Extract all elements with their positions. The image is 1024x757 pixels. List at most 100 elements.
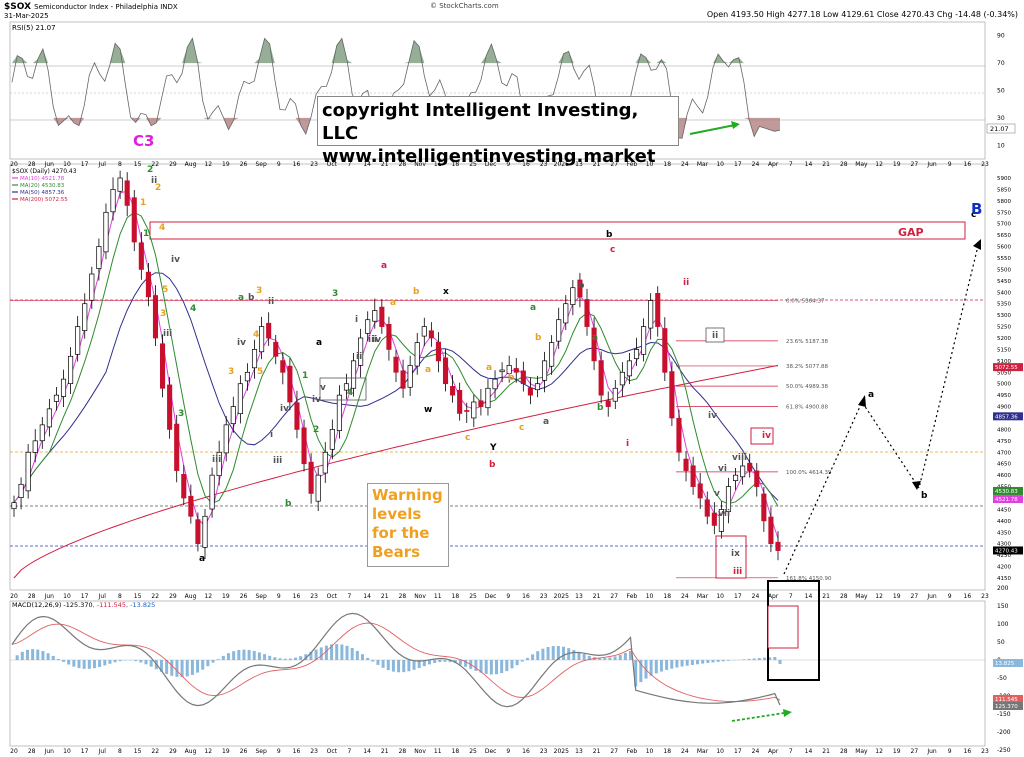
wave-label: v — [714, 489, 720, 499]
macd-hist-bar — [381, 660, 385, 668]
price-tick-label: 4200 — [997, 565, 1011, 571]
x-tick-label: 23 — [981, 748, 989, 755]
candle-body — [598, 360, 604, 396]
macd-hist-bar — [159, 660, 163, 672]
macd-hist-bar — [319, 647, 323, 660]
macd-hist-bar — [67, 660, 71, 665]
price-legend-title: $SOX (Daily) 4270.43 — [12, 168, 77, 175]
macd-hist-bar — [201, 660, 205, 670]
x-tick-label: 23 — [540, 748, 548, 755]
candle-body — [301, 427, 307, 465]
x-tick-label: 7 — [789, 161, 793, 168]
price-tick-label: 5250 — [997, 325, 1011, 331]
wave-label: w — [424, 405, 432, 415]
x-tick-label: 19 — [893, 161, 901, 168]
wave-label: b — [597, 403, 604, 413]
macd-value-tag-label: 125.370 — [995, 704, 1018, 710]
wave-label: c — [971, 210, 976, 220]
x-tick-label: 14 — [363, 593, 371, 600]
macd-hist-bar — [690, 660, 694, 665]
x-tick-label: 27 — [911, 748, 919, 755]
macd-hist-bar — [726, 660, 730, 661]
macd-hist-bar — [15, 655, 19, 660]
macd-hist-bar — [546, 646, 550, 660]
candle-body — [32, 440, 38, 453]
macd-hist-bar — [489, 660, 493, 675]
x-tick-label: 24 — [752, 161, 760, 168]
macd-hist-bar — [510, 660, 514, 669]
macd-hist-bar — [46, 653, 50, 660]
wave-label: a — [868, 390, 874, 400]
x-tick-label: 11 — [434, 593, 442, 600]
x-tick-label: 21 — [593, 161, 601, 168]
candle-body — [400, 370, 406, 389]
x-tick-label: Feb — [627, 161, 638, 168]
x-tick-label: 9 — [506, 593, 510, 600]
candle-body — [556, 319, 562, 342]
x-tick-label: 17 — [81, 748, 89, 755]
x-tick-label: 15 — [134, 748, 142, 755]
macd-hist-bar — [716, 660, 720, 662]
macd-hist-bar — [268, 655, 272, 660]
x-tick-label: 19 — [893, 748, 901, 755]
macd-hist-bar — [649, 660, 653, 676]
x-tick-label: 28 — [840, 593, 848, 600]
wave-label: Y — [489, 443, 497, 453]
macd-hist-bar — [711, 660, 715, 663]
macd-x-axis: 20 28 Jun 10 17 Jul 8 15 22 29 Aug 12 19 26 Sep 9 16 23 Oc… — [10, 748, 989, 755]
x-tick-label: 29 — [169, 748, 177, 755]
wave-label: iii — [163, 329, 172, 339]
wave-label: iv — [171, 255, 180, 265]
candle-body — [669, 371, 675, 419]
x-tick-label: 25 — [469, 593, 477, 600]
price-tick-label: 5450 — [997, 279, 1011, 285]
wave-label: a — [543, 417, 549, 427]
gap-label: GAP — [898, 226, 924, 239]
wave-label: iii — [273, 456, 282, 466]
wave-label: c — [610, 245, 615, 255]
price-tick-label: 4600 — [997, 473, 1011, 479]
x-tick-label: 9 — [948, 748, 952, 755]
x-tick-label: 21 — [822, 748, 830, 755]
macd-hist-bar — [386, 660, 390, 671]
candle-body — [747, 462, 753, 471]
price-tick-label: 4400 — [997, 519, 1011, 525]
wave-label: 2 — [313, 425, 319, 435]
x-tick-label: 24 — [681, 748, 689, 755]
x-tick-label: Nov — [414, 161, 426, 168]
x-tick-label: 18 — [663, 161, 671, 168]
price-panel: 0.0% 5364.37 23.6% 5187.38 38.2% 5077.88 50… — [9, 132, 1023, 674]
price-tick-label: 5850 — [997, 187, 1011, 193]
x-tick-label: 7 — [789, 593, 793, 600]
macd-hist-bar — [62, 660, 66, 662]
wave-label: a — [486, 363, 492, 373]
x-tick-label: Apr — [768, 593, 779, 600]
candle-body — [167, 384, 173, 430]
candle-body — [464, 410, 470, 412]
macd-hist-bar — [118, 660, 122, 662]
macd-hist-bar — [587, 655, 591, 660]
macd-hist-bar — [31, 649, 35, 660]
x-tick-label: 28 — [399, 748, 407, 755]
candles — [11, 170, 781, 561]
macd-hist-bar — [20, 651, 24, 660]
candle-body — [181, 474, 187, 499]
macd-tick-label: -200 — [997, 729, 1011, 736]
macd-hist-bar — [25, 649, 29, 660]
candle-body — [577, 279, 583, 298]
price-tick-label: 5500 — [997, 267, 1011, 273]
macd-hist-bar — [531, 654, 535, 660]
macd-hist-bar — [226, 653, 230, 660]
wave-label: x — [443, 287, 449, 297]
macd-hist-bar — [98, 660, 102, 667]
price-x-axis: 20 28 Jun 10 17 Jul 8 15 22 29 Aug 12 19 26 Sep 9 16 23 Oc… — [10, 593, 989, 600]
macd-tick-label: -50 — [997, 675, 1007, 682]
x-tick-label: 14 — [363, 161, 371, 168]
wave-label: b — [921, 491, 928, 501]
macd-line — [11, 612, 781, 708]
candle-body — [365, 319, 371, 334]
x-tick-label: 12 — [875, 593, 883, 600]
macd-hist-bar — [407, 660, 411, 672]
fib-label: 61.8% 4900.88 — [786, 404, 828, 410]
